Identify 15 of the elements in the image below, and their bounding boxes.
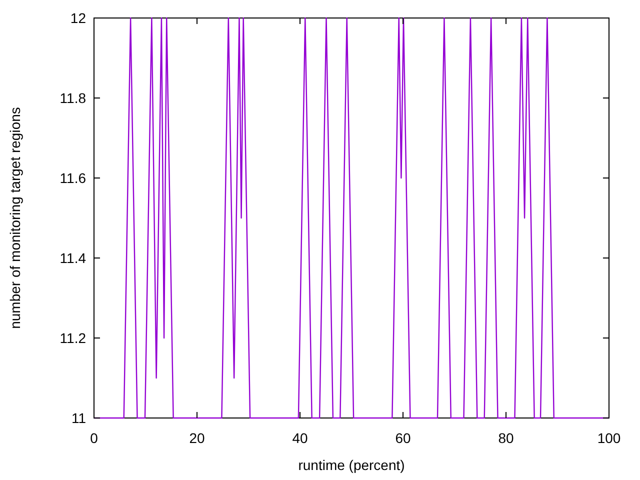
x-tick-label: 20 bbox=[189, 430, 205, 446]
x-tick-label: 100 bbox=[597, 430, 621, 446]
x-tick-label: 40 bbox=[292, 430, 308, 446]
y-tick-label: 11.8 bbox=[60, 90, 86, 106]
y-axis-title: number of monitoring target regions bbox=[7, 107, 23, 329]
y-tick-label: 11.2 bbox=[60, 330, 86, 346]
x-tick-label: 60 bbox=[395, 430, 411, 446]
line-series bbox=[94, 17, 609, 419]
x-tick-label: 80 bbox=[498, 430, 514, 446]
x-axis-title: runtime (percent) bbox=[298, 457, 405, 473]
y-tick-label: 11.6 bbox=[60, 170, 86, 186]
y-tick-label: 11 bbox=[71, 410, 86, 426]
y-tick-label: 12 bbox=[70, 10, 86, 26]
y-tick-label: 11.4 bbox=[60, 250, 86, 266]
x-tick-label: 0 bbox=[90, 430, 98, 446]
